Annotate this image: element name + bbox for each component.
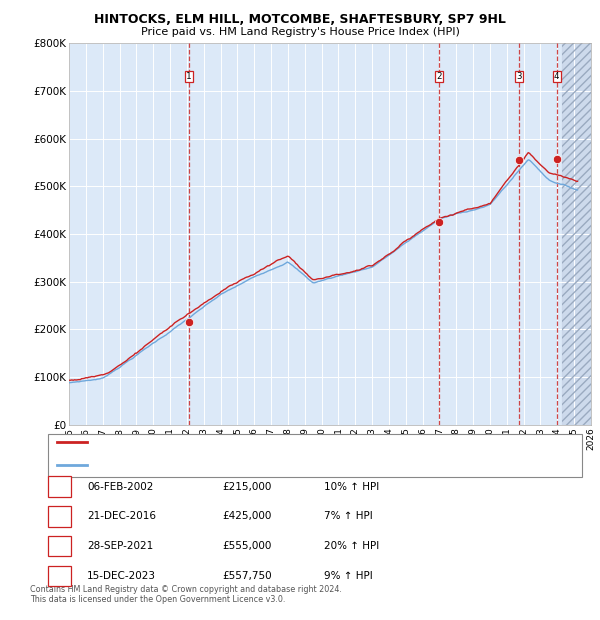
Text: HINTOCKS, ELM HILL, MOTCOMBE, SHAFTESBURY, SP7 9HL (detached house): HINTOCKS, ELM HILL, MOTCOMBE, SHAFTESBUR… [93,438,457,446]
Text: £557,750: £557,750 [222,571,272,581]
Text: 2: 2 [56,512,63,521]
Text: 2: 2 [436,72,442,81]
Text: 7% ↑ HPI: 7% ↑ HPI [324,512,373,521]
Bar [562,43,591,425]
Text: 9% ↑ HPI: 9% ↑ HPI [324,571,373,581]
Text: £555,000: £555,000 [222,541,271,551]
Text: £215,000: £215,000 [222,482,271,492]
Text: Price paid vs. HM Land Registry's House Price Index (HPI): Price paid vs. HM Land Registry's House … [140,27,460,37]
Text: 4: 4 [554,72,559,81]
Text: 21-DEC-2016: 21-DEC-2016 [87,512,156,521]
Text: 3: 3 [517,72,522,81]
Text: 3: 3 [56,541,63,551]
Text: 1: 1 [186,72,191,81]
Text: 20% ↑ HPI: 20% ↑ HPI [324,541,379,551]
Text: 28-SEP-2021: 28-SEP-2021 [87,541,153,551]
Text: 1: 1 [56,482,63,492]
Text: £425,000: £425,000 [222,512,271,521]
Text: 06-FEB-2002: 06-FEB-2002 [87,482,154,492]
Bar [562,43,591,425]
Text: Contains HM Land Registry data © Crown copyright and database right 2024.
This d: Contains HM Land Registry data © Crown c… [30,585,342,604]
Text: 15-DEC-2023: 15-DEC-2023 [87,571,156,581]
Text: 4: 4 [56,571,63,581]
Text: HINTOCKS, ELM HILL, MOTCOMBE, SHAFTESBURY, SP7 9HL: HINTOCKS, ELM HILL, MOTCOMBE, SHAFTESBUR… [94,14,506,26]
Text: HPI: Average price, detached house, Dorset: HPI: Average price, detached house, Dors… [93,461,301,469]
Text: 10% ↑ HPI: 10% ↑ HPI [324,482,379,492]
